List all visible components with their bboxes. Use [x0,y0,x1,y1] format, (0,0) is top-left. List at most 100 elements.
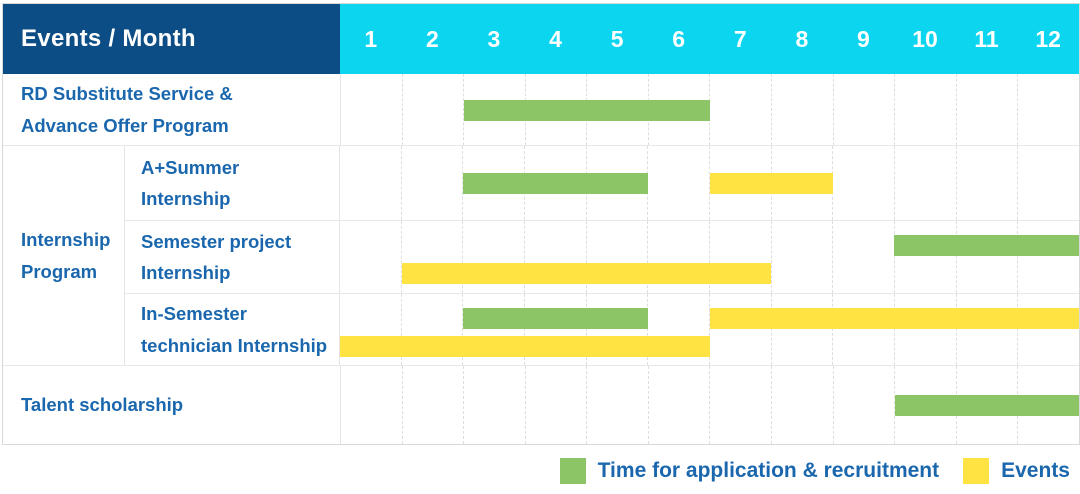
grid-cell [402,294,464,365]
legend-item-events: Events [963,458,1070,484]
month-label-4: 4 [549,25,562,52]
grid-cell [834,74,896,145]
application-green-swatch-icon [559,458,586,484]
grid-cell [403,74,465,145]
grid-cell [587,366,649,444]
application-bar [463,173,648,194]
grid-cell [648,146,711,220]
grid-cell [710,221,772,293]
row-semester-project-internship: Semester project Internship [125,220,1079,293]
grid-cell [895,221,957,293]
grid-cell [403,366,465,444]
month-label-5: 5 [610,25,624,52]
month-label-2: 2 [425,25,439,52]
grid-cell [402,221,464,293]
month-label-8: 8 [795,25,809,52]
grid-cell [833,294,896,365]
events-month-table: Events / Month 1 2 3 4 5 6 7 8 9 10 11 12 RD Substi… [2,3,1080,445]
header-events-month-cell: Events / Month [3,4,340,74]
events-bar [709,173,833,194]
grid-cell [587,294,649,365]
grid-cell [402,146,464,220]
grid-cell [833,146,896,220]
application-bar [464,99,710,121]
bar-area-semester-project [339,221,1079,293]
grid-cell [710,294,772,365]
legend-label-application: Time for application & recruitment [597,459,940,482]
legend-label-events: Events [1001,459,1070,482]
grid-cell [648,294,711,365]
legend: Time for application & recruitment Event… [559,456,1070,486]
month-label-11: 11 [974,25,999,52]
row-label-a-summer: A+Summer Internship [141,156,240,209]
bar-area-rd-substitute [340,74,1079,145]
grid-cell [834,366,896,444]
bar-area-in-semester-technician [339,294,1079,365]
row-label-talent-scholarship: Talent scholarship [21,394,184,416]
grid-cell [526,366,588,444]
grid-cell [1018,74,1079,145]
grid-cell [587,221,649,293]
application-bar [463,308,648,329]
grid-cell [957,294,1019,365]
row-label-semester-project: Semester project Internship [141,230,292,283]
row-in-semester-technician-internship: In-Semester technician Internship [125,293,1079,365]
grid-cell [340,146,402,220]
legend-item-application: Time for application & recruitment [559,458,940,484]
internship-sub-rows: A+Summer Internship Semester project Int… [125,146,1079,365]
grid-cell [895,146,957,220]
row-rd-substitute: RD Substitute Service & Advance Offer Pr… [3,74,1079,146]
grid-cell [341,74,403,145]
grid-cell [463,221,526,293]
grid-cell [649,366,711,444]
row-label-in-semester-technician: In-Semester technician Internship [141,303,328,356]
bar-area-talent-scholarship [340,366,1079,444]
events-bar [340,336,710,357]
grid-cell [463,294,526,365]
events-yellow-swatch-icon [963,458,990,484]
grid-cell [525,294,587,365]
grid-cell [772,74,834,145]
month-label-9: 9 [857,25,870,52]
grid-cell [525,221,587,293]
month-gridlines [340,221,1079,293]
grid-cell [957,221,1019,293]
month-gridlines [341,74,1079,145]
grid-cell [1018,294,1079,365]
grid-cell [957,146,1019,220]
events-bar [709,308,1079,329]
grid-cell [772,221,834,293]
bar-area-a-summer [339,146,1079,220]
header-title: Events / Month [21,25,196,52]
month-label-1: 1 [364,25,378,52]
row-a-summer-internship: A+Summer Internship [125,146,1079,220]
group-label-internship-program: Internship Program [3,146,125,365]
grid-cell [772,146,834,220]
events-bar [401,263,772,284]
row-talent-scholarship: Talent scholarship [3,366,1079,444]
application-bar [894,235,1079,256]
month-label-6: 6 [672,25,686,52]
grid-cell [772,294,834,365]
grid-cell [340,294,402,365]
month-label-3: 3 [487,25,501,52]
grid-cell [648,221,711,293]
grid-cell [1018,221,1079,293]
grid-cell [1018,146,1079,220]
month-label-12: 12 [1035,25,1061,52]
month-label-10: 10 [912,25,938,52]
grid-cell [895,74,957,145]
grid-cell [957,74,1019,145]
internship-program-group: Internship Program A+Summer Internship S… [3,146,1079,366]
grid-cell [833,221,896,293]
grid-cell [710,74,773,145]
application-bar [894,395,1079,416]
month-gridlines [340,294,1079,365]
grid-cell [340,221,402,293]
month-label-7: 7 [733,25,747,52]
grid-cell [710,366,773,444]
month-header: 1 2 3 4 5 6 7 8 9 10 11 12 [340,4,1079,74]
header-row: Events / Month 1 2 3 4 5 6 7 8 9 10 11 12 [3,4,1079,74]
row-label-rd-substitute: RD Substitute Service & Advance Offer Pr… [21,83,233,136]
